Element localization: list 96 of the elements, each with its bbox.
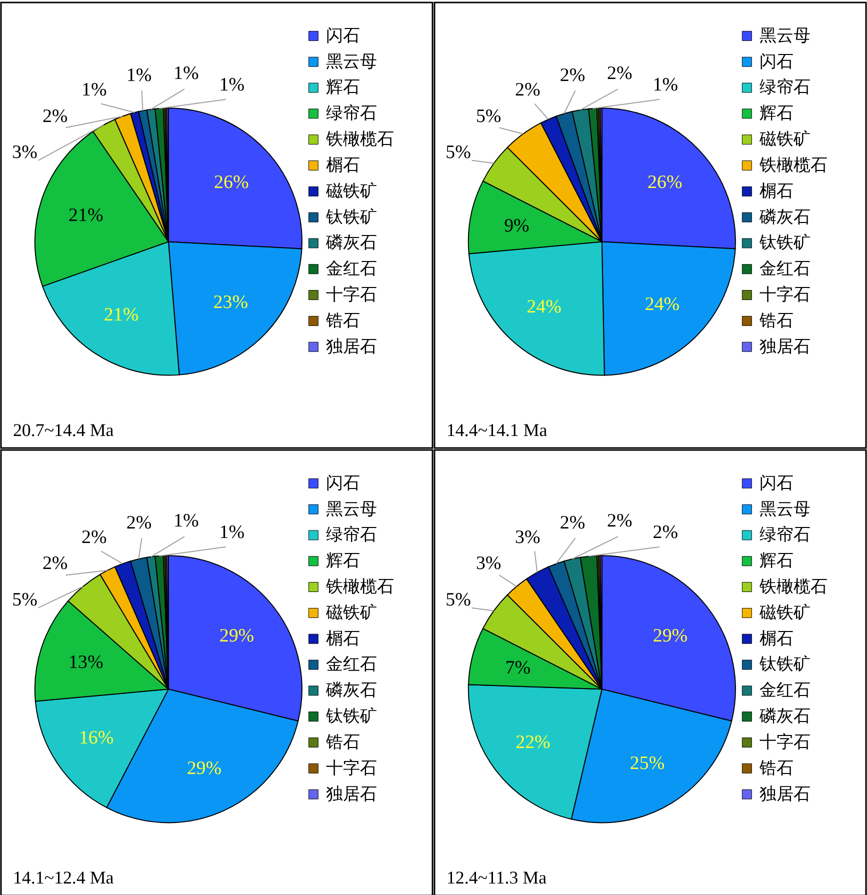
legend-label: 辉石	[326, 76, 360, 97]
legend-label: 绿帘石	[326, 524, 377, 544]
legend-label: 独居石	[326, 783, 377, 804]
data-label: 16%	[78, 727, 114, 748]
legend-label: 辉石	[326, 550, 360, 570]
data-label: 13%	[68, 652, 104, 674]
slice-label: 闪石	[326, 472, 360, 492]
legend-label: 黑云母	[326, 50, 377, 71]
legend-label: 闪石	[326, 24, 360, 45]
data-label: 1%	[174, 510, 199, 532]
data-label: 25%	[630, 753, 665, 774]
data-label: 26%	[648, 172, 682, 193]
legend-label: 绿帘石	[326, 102, 377, 123]
legend-label: 磁铁矿	[758, 602, 810, 622]
data-label: 3%	[12, 142, 38, 163]
text: 14.4~14.1 Ma	[446, 420, 548, 440]
text: 14.1~12.4 Ma	[12, 867, 114, 888]
data-label: 1%	[652, 74, 678, 96]
legend-label: 十字石	[326, 757, 377, 778]
legend-label: 铁橄榄石	[324, 576, 394, 596]
data-label: 3%	[476, 553, 502, 574]
legend-label: 铁橄榄石	[758, 154, 828, 174]
slice-label: 闪石	[759, 472, 794, 492]
legend-label: 锆石	[324, 731, 360, 752]
legend-label: 榍石	[759, 180, 794, 200]
legend-label: 绿帘石	[759, 76, 810, 97]
legend-label: 磷灰石	[324, 232, 377, 252]
legend-label: 铁橄榄石	[324, 128, 394, 149]
legend-label: 黑云母	[759, 24, 810, 45]
legend-label: 锆石	[324, 310, 360, 330]
legend-label: 黑云母	[759, 498, 810, 518]
data-label: 22%	[516, 732, 551, 753]
legend-label: 黑云母	[326, 498, 377, 518]
data-label: 24%	[526, 296, 562, 318]
legend-label: 金红石	[759, 258, 810, 278]
legend-label: 金红石	[326, 654, 377, 674]
data-label: 1%	[82, 79, 107, 100]
text: 12.4~11.3 Ma	[446, 867, 547, 888]
legend-label: 榍石	[326, 628, 360, 648]
data-label: 9%	[504, 215, 530, 236]
data-label: 5%	[446, 142, 472, 163]
legend-label: 金红石	[326, 258, 377, 278]
legend-label: 独居石	[759, 336, 810, 356]
data-label: 2%	[652, 522, 678, 544]
data-label: 2%	[515, 79, 540, 100]
data-label: 5%	[446, 589, 472, 610]
legend-label: 磷灰石	[758, 206, 810, 226]
legend-label: 独居石	[326, 336, 377, 356]
data-label: 1%	[219, 74, 245, 96]
data-label: 1%	[126, 64, 152, 86]
legend-label: 钛铁矿	[758, 232, 810, 252]
legend-label: 辉石	[759, 550, 794, 570]
data-label: 2%	[126, 512, 152, 534]
legend-label: 钛铁矿	[324, 706, 377, 726]
data-label: 2%	[607, 510, 632, 532]
text: 20.7~14.4 Ma	[12, 420, 114, 440]
data-label: 1%	[174, 63, 199, 84]
legend-label: 钛铁矿	[758, 654, 810, 674]
legend-label: 锆石	[758, 310, 794, 330]
data-label: 3%	[515, 526, 540, 548]
data-label: 29%	[652, 626, 688, 647]
legend-label: 磁铁矿	[324, 602, 377, 622]
data-label: 2%	[42, 106, 68, 127]
legend-label: 十字石	[759, 284, 810, 304]
data-label: 21%	[68, 204, 104, 226]
legend-label: 钛铁矿	[324, 206, 377, 226]
data-label: 21%	[104, 304, 139, 326]
data-label: 1%	[219, 522, 245, 544]
data-label: 2%	[560, 64, 586, 86]
legend-label: 锆石	[758, 757, 794, 778]
legend-label: 十字石	[326, 284, 377, 304]
legend-label: 磷灰石	[758, 706, 810, 726]
legend-label: 闪石	[759, 50, 794, 71]
data-label: 23%	[213, 292, 248, 314]
legend-label: 金红石	[759, 680, 810, 700]
data-label: 29%	[219, 626, 254, 647]
legend-label: 榍石	[326, 154, 360, 174]
data-label: 5%	[476, 106, 502, 127]
legend-label: 磁铁矿	[324, 180, 377, 200]
data-label: 2%	[82, 526, 107, 548]
legend-label: 绿帘石	[759, 524, 810, 544]
legend-label: 十字石	[759, 731, 810, 752]
legend-label: 独居石	[759, 783, 810, 804]
data-label: 26%	[214, 172, 249, 193]
data-label: 2%	[607, 63, 632, 84]
legend-label: 磁铁矿	[758, 128, 810, 149]
data-label: 5%	[12, 589, 38, 610]
data-label: 2%	[42, 553, 68, 574]
legend-label: 铁橄榄石	[758, 576, 828, 596]
legend-label: 辉石	[759, 102, 794, 123]
data-label: 2%	[560, 512, 586, 534]
data-label: 7%	[505, 657, 531, 678]
legend-label: 榍石	[759, 628, 794, 648]
data-label: 29%	[186, 758, 222, 780]
legend-label: 磷灰石	[324, 680, 377, 700]
data-label: 24%	[644, 294, 680, 316]
